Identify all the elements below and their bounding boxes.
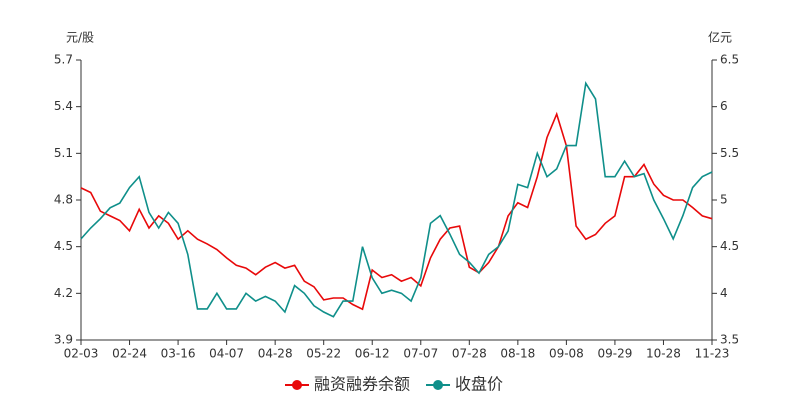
x-tick-label: 05-22 xyxy=(306,347,341,361)
y2-tick-label: 5.5 xyxy=(720,146,739,160)
y-tick-label: 5.1 xyxy=(54,146,73,160)
legend-label: 融资融券余额 xyxy=(314,375,410,394)
y-tick-label: 5.4 xyxy=(54,99,73,113)
x-tick-label: 03-16 xyxy=(161,347,196,361)
x-tick-label: 07-28 xyxy=(452,347,487,361)
y2-tick-label: 6 xyxy=(720,99,728,113)
x-tick-label: 02-03 xyxy=(64,347,99,361)
y-tick-label: 4.8 xyxy=(54,193,73,207)
y2-tick-label: 4 xyxy=(720,286,728,300)
x-tick-label: 06-12 xyxy=(355,347,390,361)
y-tick-label: 4.5 xyxy=(54,239,73,253)
x-tick-label: 04-07 xyxy=(209,347,244,361)
x-tick-label: 08-18 xyxy=(500,347,535,361)
y-tick-label: 3.9 xyxy=(54,333,73,347)
x-tick-label: 09-08 xyxy=(549,347,584,361)
y2-axis-label: 亿元 xyxy=(708,30,732,45)
series-line xyxy=(80,111,713,311)
x-tick-label: 10-28 xyxy=(646,347,681,361)
x-tick-label: 11-23 xyxy=(695,347,730,361)
x-tick-label: 02-24 xyxy=(112,347,147,361)
y-axis-label: 元/股 xyxy=(66,31,94,45)
series-line xyxy=(80,81,713,318)
y-tick-label: 4.2 xyxy=(54,286,73,300)
y-tick-label: 5.7 xyxy=(54,53,73,67)
y2-tick-label: 5 xyxy=(720,193,728,207)
y2-tick-label: 4.5 xyxy=(720,239,739,253)
y2-tick-label: 3.5 xyxy=(720,333,739,347)
x-tick-label: 09-29 xyxy=(597,347,632,361)
y2-tick-label: 6.5 xyxy=(720,53,739,67)
legend-marker xyxy=(433,380,444,390)
x-tick-label: 07-07 xyxy=(403,347,438,361)
legend-marker xyxy=(292,380,302,390)
x-tick-label: 04-28 xyxy=(258,347,293,361)
legend-label: 收盘价 xyxy=(455,375,503,394)
